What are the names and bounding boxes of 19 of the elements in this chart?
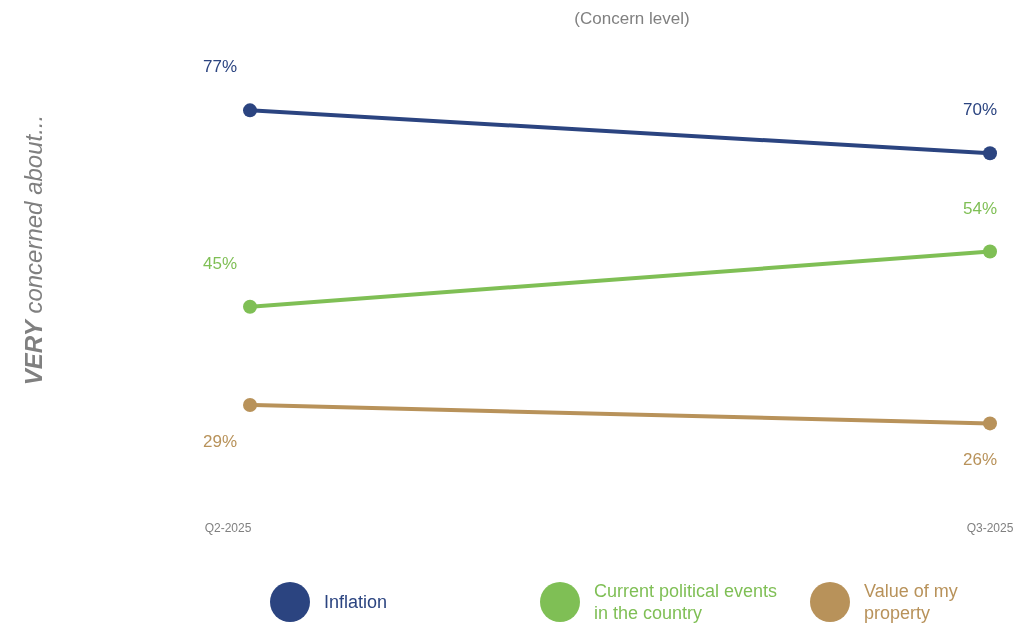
data-label: 54% [962, 198, 998, 218]
point [243, 299, 257, 314]
point [983, 244, 997, 259]
data-label: 29% [202, 431, 238, 451]
legend-label: Current political events in the country [594, 581, 778, 623]
y-axis-title: VERY concerned about... [20, 114, 47, 386]
data-label: 70% [962, 100, 998, 120]
chart-title: (Concern level) [574, 9, 690, 28]
legend-label: Value of my property [864, 581, 958, 623]
data-label: 77% [202, 57, 238, 77]
x-tick-label: Q2-2025 [204, 521, 252, 535]
point [243, 103, 257, 118]
x-tick-label: Q3-2025 [966, 521, 1014, 535]
data-label: 26% [962, 450, 998, 470]
legend-label: Inflation [324, 592, 388, 612]
data-label: 45% [202, 253, 238, 273]
point [983, 146, 997, 161]
point [243, 397, 257, 412]
point [983, 416, 997, 431]
